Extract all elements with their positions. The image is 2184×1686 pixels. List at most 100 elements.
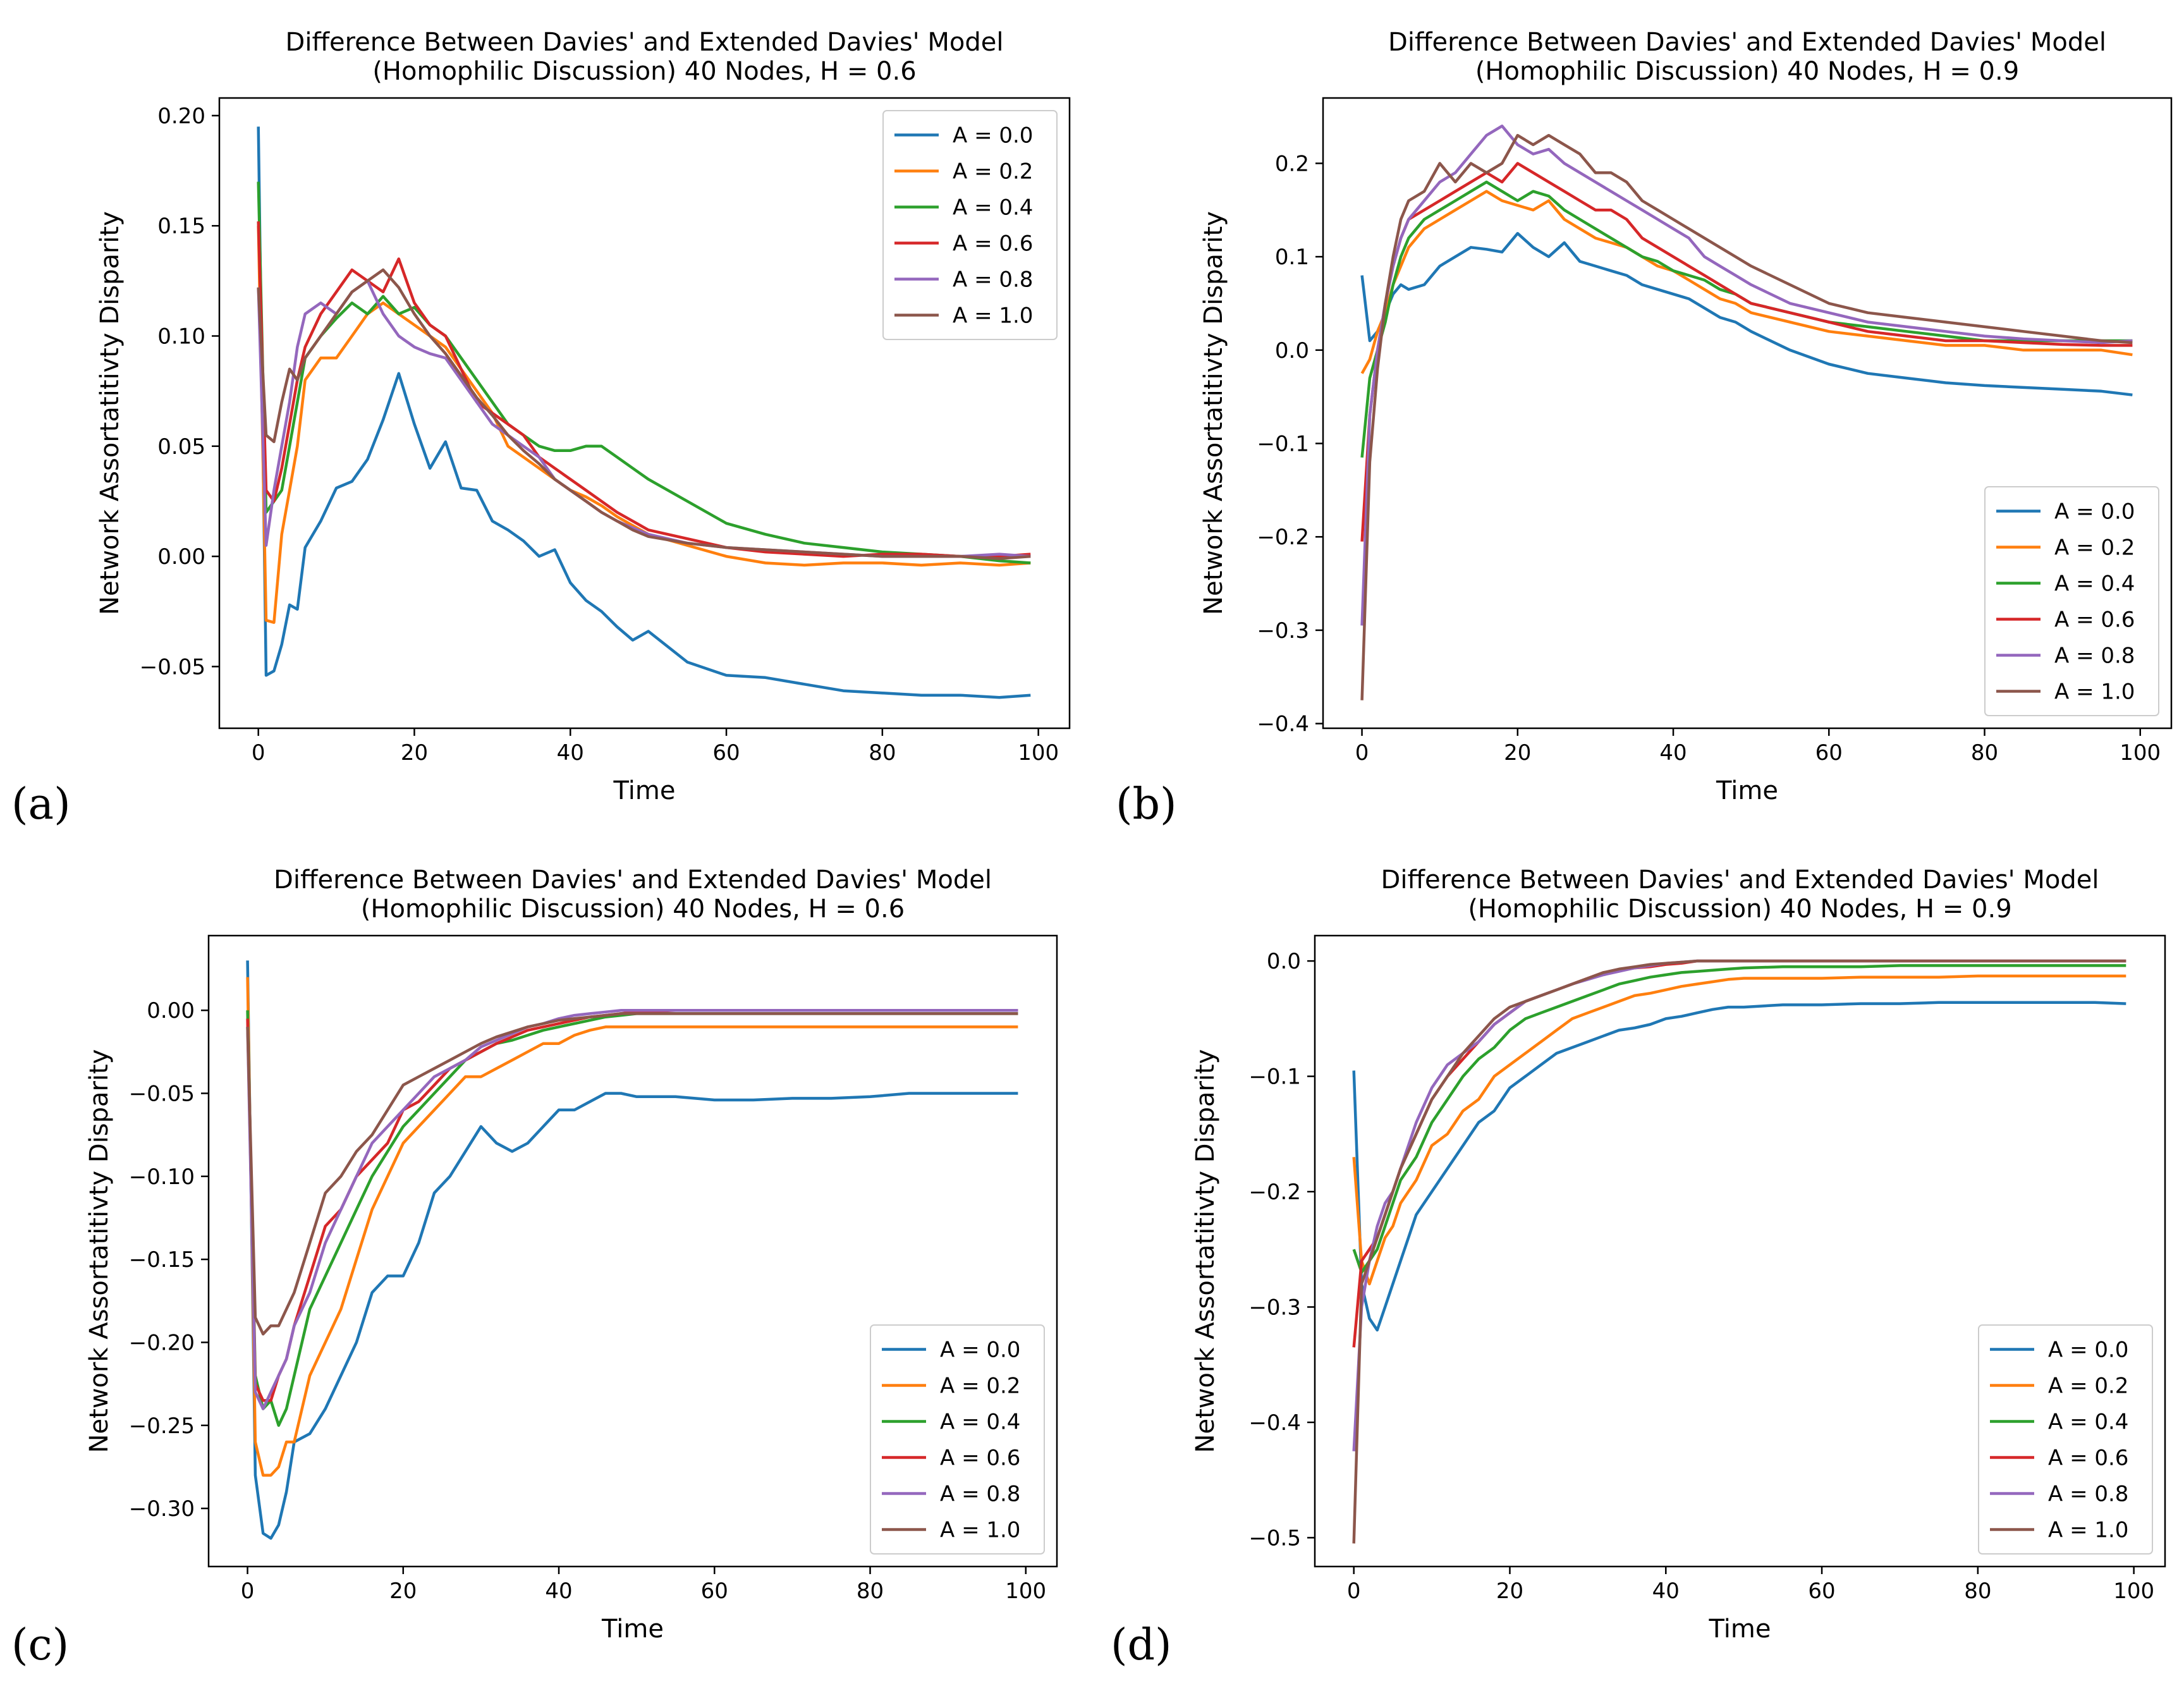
y-tick-label: −0.4 <box>1257 712 1309 737</box>
x-tick-label: 60 <box>712 740 740 766</box>
panel-label: (b) <box>1116 779 1177 829</box>
x-tick-label: 80 <box>857 1579 884 1604</box>
y-tick-label: 0.0 <box>1275 338 1309 363</box>
legend-entry: A = 1.0 <box>953 303 1033 329</box>
x-tick-label: 0 <box>1347 1579 1361 1604</box>
x-tick-label: 100 <box>1018 740 1059 766</box>
y-tick-label: 0.15 <box>157 214 205 239</box>
legend-entry: A = 1.0 <box>2054 680 2135 705</box>
x-tick-label: 60 <box>701 1579 728 1604</box>
legend-entry: A = 0.2 <box>2048 1374 2128 1399</box>
x-tick-label: 100 <box>1005 1579 1046 1604</box>
y-tick-label: −0.20 <box>129 1330 195 1355</box>
x-tick-label: 40 <box>545 1579 572 1604</box>
y-tick-label: −0.05 <box>140 654 205 680</box>
y-tick-label: −0.30 <box>129 1496 195 1522</box>
chart-title-line-1: Difference Between Davies' and Extended … <box>274 865 992 895</box>
chart-panel-4: 0 20 40 60 80 100 −0.5 −0.4 −0.3 −0.2 −0.1 0.0 Diffe… <box>1111 865 2165 1670</box>
legend-entry: A = 0.0 <box>940 1338 1020 1363</box>
panel-label: (d) <box>1111 1620 1172 1670</box>
legend-entry: A = 0.4 <box>953 195 1033 221</box>
legend-entry: A = 0.8 <box>940 1482 1020 1507</box>
x-tick-label: 40 <box>1652 1579 1680 1604</box>
legend-entry: A = 0.4 <box>2054 571 2135 597</box>
x-tick-label: 80 <box>1964 1579 1991 1604</box>
series-line-3-6 <box>248 1013 1018 1334</box>
x-tick-label: 20 <box>1496 1579 1523 1604</box>
legend-entry: A = 0.6 <box>2048 1446 2128 1471</box>
y-tick-label: −0.3 <box>1248 1295 1301 1320</box>
legend-entry: A = 0.2 <box>940 1374 1020 1399</box>
legend-entry: A = 0.8 <box>2054 644 2135 669</box>
x-tick-label: 20 <box>389 1579 417 1604</box>
chart-title-line-1: Difference Between Davies' and Extended … <box>286 28 1004 57</box>
series-line-2-4 <box>1362 163 2133 541</box>
x-tick-label: 0 <box>252 740 265 766</box>
panel-label: (a) <box>11 779 71 829</box>
chart-title-line-2: (Homophilic Discussion) 40 Nodes, H = 0.… <box>361 895 905 924</box>
y-tick-label: −0.1 <box>1257 432 1309 457</box>
chart-title-line-1: Difference Between Davies' and Extended … <box>1381 865 2099 895</box>
y-tick-label: 0.00 <box>157 544 205 570</box>
legend-entry: A = 0.8 <box>953 267 1033 293</box>
x-axis-label: Time <box>1709 1615 1771 1644</box>
chart-title-line-2: (Homophilic Discussion) 40 Nodes, H = 0.… <box>372 57 916 86</box>
y-tick-label: 0.20 <box>157 104 205 129</box>
y-tick-label: −0.10 <box>129 1164 195 1190</box>
y-tick-label: 0.10 <box>157 324 205 349</box>
chart-panel-1: 0 20 40 60 80 100 −0.05 0.00 0.05 0.10 0.15 0.20 Dif… <box>11 28 1070 829</box>
y-tick-label: 0.1 <box>1275 245 1309 270</box>
x-axis-label: Time <box>1716 776 1778 805</box>
y-tick-label: −0.3 <box>1257 618 1309 644</box>
x-tick-label: 60 <box>1808 1579 1835 1604</box>
legend: A = 0.0 A = 0.2 A = 0.4 A = 0.6 A = 0.8 A = 1… <box>870 1325 1044 1554</box>
x-tick-label: 60 <box>1815 740 1843 766</box>
y-tick-label: −0.4 <box>1248 1410 1301 1436</box>
legend-entry: A = 0.8 <box>2048 1482 2128 1507</box>
chart-title-line-2: (Homophilic Discussion) 40 Nodes, H = 0.… <box>1468 895 2011 924</box>
x-tick-label: 20 <box>1504 740 1531 766</box>
y-axis-label: Network Assortatitivty Disparity <box>1191 1049 1220 1453</box>
chart-title-line-2: (Homophilic Discussion) 40 Nodes, H = 0.… <box>1475 57 2019 86</box>
legend: A = 0.0 A = 0.2 A = 0.4 A = 0.6 A = 0.8 A = 1… <box>1985 487 2159 716</box>
legend-entry: A = 0.0 <box>953 123 1033 149</box>
y-tick-label: −0.1 <box>1248 1065 1301 1090</box>
y-tick-label: −0.2 <box>1257 525 1309 550</box>
series-line-4-4 <box>1354 961 2126 1347</box>
legend-entry: A = 0.0 <box>2054 499 2135 525</box>
series-line-4-3 <box>1354 965 2126 1272</box>
panel-label: (c) <box>11 1620 69 1670</box>
chart-panel-3: 0 20 40 60 80 100 −0.30 −0.25 −0.20 −0.15 −0.10 −0.… <box>11 865 1057 1670</box>
legend-entry: A = 0.4 <box>940 1410 1020 1435</box>
legend-entry: A = 0.2 <box>2054 535 2135 561</box>
series-line-2-3 <box>1362 182 2133 458</box>
legend-entry: A = 0.4 <box>2048 1410 2128 1435</box>
y-tick-label: 0.0 <box>1267 949 1301 974</box>
y-tick-label: 0.2 <box>1275 151 1309 176</box>
x-tick-label: 80 <box>1971 740 1998 766</box>
legend-entry: A = 0.0 <box>2048 1338 2128 1363</box>
series-line-2-1 <box>1362 233 2133 395</box>
y-tick-label: −0.05 <box>129 1082 195 1107</box>
x-tick-label: 20 <box>401 740 428 766</box>
x-tick-label: 40 <box>1659 740 1687 766</box>
y-axis-label: Network Assortatitivty Disparity <box>95 211 125 615</box>
y-tick-label: −0.15 <box>129 1247 195 1273</box>
legend-entry: A = 0.2 <box>953 159 1033 185</box>
x-tick-label: 100 <box>2120 740 2161 766</box>
chart-panel-2: 0 20 40 60 80 100 −0.4 −0.3 −0.2 −0.1 0.0 0.1 0.2 Dif… <box>1116 28 2171 829</box>
x-tick-label: 0 <box>241 1579 255 1604</box>
legend: A = 0.0 A = 0.2 A = 0.4 A = 0.6 A = 0.8 A = 1… <box>883 111 1057 339</box>
y-tick-label: −0.5 <box>1248 1525 1301 1551</box>
series-line-4-2 <box>1354 976 2126 1284</box>
x-tick-label: 0 <box>1355 740 1369 766</box>
chart-title-line-1: Difference Between Davies' and Extended … <box>1388 28 2106 57</box>
legend-entry: A = 0.6 <box>2054 608 2135 633</box>
legend-entry: A = 1.0 <box>940 1518 1020 1543</box>
legend-entry: A = 0.6 <box>940 1446 1020 1471</box>
y-tick-label: 0.05 <box>157 434 205 460</box>
x-tick-label: 80 <box>869 740 896 766</box>
y-tick-label: −0.25 <box>129 1414 195 1439</box>
legend: A = 0.0 A = 0.2 A = 0.4 A = 0.6 A = 0.8 A = 1… <box>1979 1325 2152 1554</box>
y-axis-label: Network Assortatitivty Disparity <box>1199 211 1228 615</box>
